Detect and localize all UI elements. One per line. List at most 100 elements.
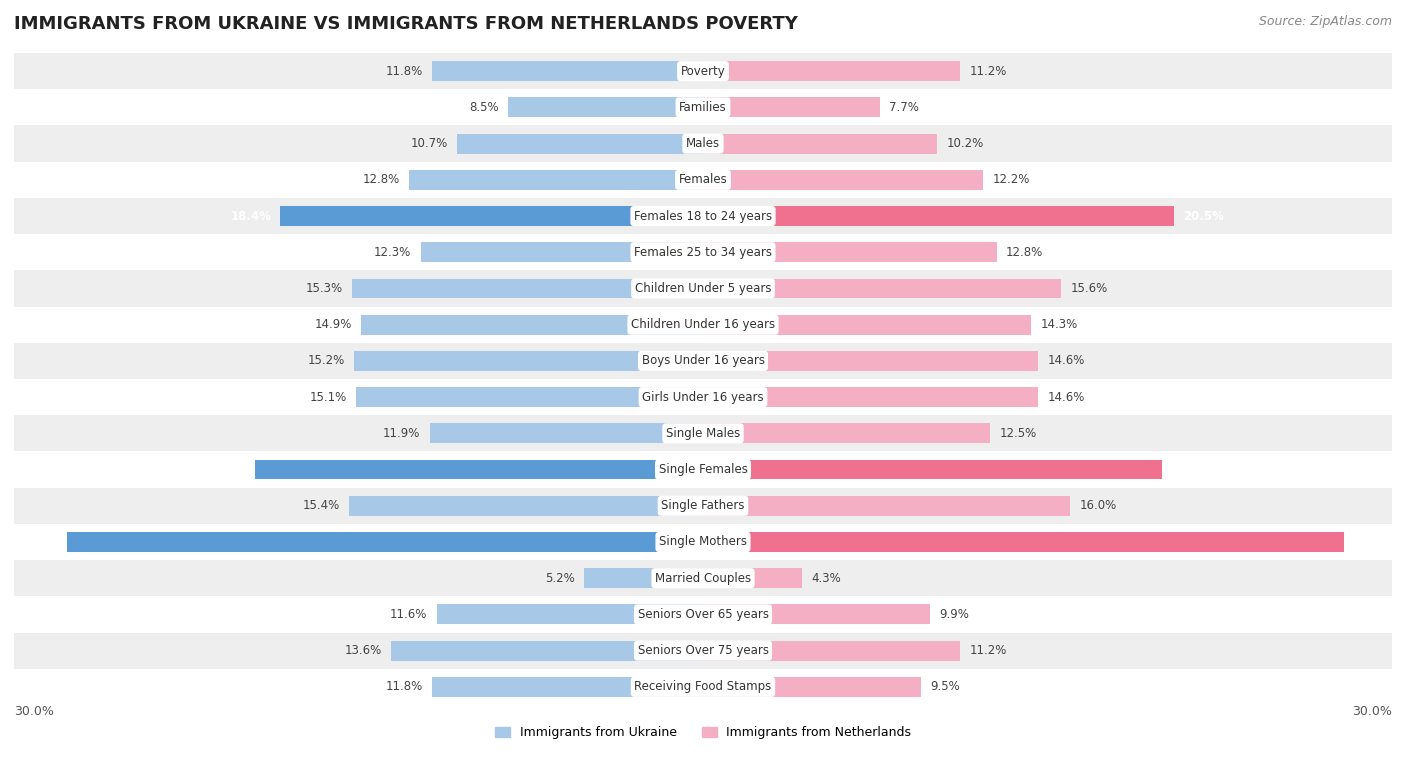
Bar	[361, 315, 703, 334]
Bar	[14, 560, 1392, 597]
Text: 12.8%: 12.8%	[363, 174, 399, 186]
Bar	[430, 424, 703, 443]
Bar	[67, 532, 703, 552]
Text: 18.4%: 18.4%	[231, 209, 271, 223]
Bar	[14, 126, 1392, 161]
Text: IMMIGRANTS FROM UKRAINE VS IMMIGRANTS FROM NETHERLANDS POVERTY: IMMIGRANTS FROM UKRAINE VS IMMIGRANTS FR…	[14, 15, 799, 33]
Text: 9.5%: 9.5%	[931, 681, 960, 694]
Text: 11.2%: 11.2%	[969, 64, 1007, 77]
Text: Girls Under 16 years: Girls Under 16 years	[643, 390, 763, 403]
Text: Receiving Food Stamps: Receiving Food Stamps	[634, 681, 772, 694]
Text: 5.2%: 5.2%	[544, 572, 575, 584]
Bar	[356, 387, 703, 407]
Bar	[14, 343, 1392, 379]
Text: Seniors Over 75 years: Seniors Over 75 years	[637, 644, 769, 657]
Text: 11.6%: 11.6%	[389, 608, 427, 621]
Bar	[703, 98, 880, 117]
Text: Males: Males	[686, 137, 720, 150]
Text: 14.9%: 14.9%	[315, 318, 352, 331]
Bar	[457, 133, 703, 154]
Bar	[703, 351, 1038, 371]
Text: 14.6%: 14.6%	[1047, 355, 1085, 368]
Bar	[703, 604, 931, 625]
Bar	[703, 677, 921, 697]
Text: Single Fathers: Single Fathers	[661, 500, 745, 512]
Text: Boys Under 16 years: Boys Under 16 years	[641, 355, 765, 368]
Bar	[14, 53, 1392, 89]
Text: 27.7%: 27.7%	[17, 535, 58, 549]
Text: 9.9%: 9.9%	[939, 608, 969, 621]
Text: 12.5%: 12.5%	[1000, 427, 1036, 440]
Text: 11.2%: 11.2%	[969, 644, 1007, 657]
Text: Seniors Over 65 years: Seniors Over 65 years	[637, 608, 769, 621]
Text: 12.2%: 12.2%	[993, 174, 1029, 186]
Text: 13.6%: 13.6%	[344, 644, 381, 657]
Bar	[437, 604, 703, 625]
Text: 15.2%: 15.2%	[308, 355, 344, 368]
Bar	[703, 568, 801, 588]
Bar	[14, 452, 1392, 487]
Bar	[352, 278, 703, 299]
Bar	[508, 98, 703, 117]
Bar	[703, 532, 1344, 552]
Text: Females: Females	[679, 174, 727, 186]
Bar	[14, 597, 1392, 632]
Text: 15.4%: 15.4%	[302, 500, 340, 512]
Bar	[703, 61, 960, 81]
Bar	[14, 161, 1392, 198]
Text: 14.6%: 14.6%	[1047, 390, 1085, 403]
Bar	[432, 677, 703, 697]
Text: 14.3%: 14.3%	[1040, 318, 1078, 331]
Bar	[703, 133, 938, 154]
Text: 11.9%: 11.9%	[384, 427, 420, 440]
Bar	[703, 387, 1038, 407]
Bar	[703, 496, 1070, 515]
Bar	[14, 632, 1392, 669]
Text: 12.8%: 12.8%	[1007, 246, 1043, 258]
Bar	[703, 424, 990, 443]
Text: 20.0%: 20.0%	[1171, 463, 1212, 476]
Text: Females 18 to 24 years: Females 18 to 24 years	[634, 209, 772, 223]
Bar	[14, 271, 1392, 306]
Text: Single Mothers: Single Mothers	[659, 535, 747, 549]
Bar	[703, 206, 1174, 226]
Bar	[14, 234, 1392, 271]
Bar	[14, 669, 1392, 705]
Text: 16.0%: 16.0%	[1080, 500, 1116, 512]
Text: 30.0%: 30.0%	[14, 705, 53, 718]
Text: 19.5%: 19.5%	[205, 463, 246, 476]
Bar	[280, 206, 703, 226]
Text: Children Under 5 years: Children Under 5 years	[634, 282, 772, 295]
Text: Married Couples: Married Couples	[655, 572, 751, 584]
Bar	[703, 459, 1163, 480]
Text: 15.1%: 15.1%	[309, 390, 347, 403]
Text: Females 25 to 34 years: Females 25 to 34 years	[634, 246, 772, 258]
Bar	[703, 641, 960, 660]
Bar	[14, 524, 1392, 560]
Text: Single Males: Single Males	[666, 427, 740, 440]
Bar	[703, 170, 983, 190]
Text: Poverty: Poverty	[681, 64, 725, 77]
Text: 30.0%: 30.0%	[1353, 705, 1392, 718]
Text: 11.8%: 11.8%	[385, 64, 423, 77]
Text: 15.6%: 15.6%	[1070, 282, 1108, 295]
Text: 10.7%: 10.7%	[411, 137, 449, 150]
Bar	[703, 278, 1062, 299]
Bar	[14, 306, 1392, 343]
Text: 15.3%: 15.3%	[305, 282, 343, 295]
Bar	[354, 351, 703, 371]
Bar	[14, 89, 1392, 126]
Bar	[409, 170, 703, 190]
Bar	[703, 315, 1032, 334]
Text: 4.3%: 4.3%	[811, 572, 841, 584]
Text: 11.8%: 11.8%	[385, 681, 423, 694]
Text: 20.5%: 20.5%	[1182, 209, 1223, 223]
Text: Source: ZipAtlas.com: Source: ZipAtlas.com	[1258, 15, 1392, 28]
Text: 12.3%: 12.3%	[374, 246, 412, 258]
Text: Children Under 16 years: Children Under 16 years	[631, 318, 775, 331]
Text: Families: Families	[679, 101, 727, 114]
Text: 8.5%: 8.5%	[470, 101, 499, 114]
Bar	[432, 61, 703, 81]
Legend: Immigrants from Ukraine, Immigrants from Netherlands: Immigrants from Ukraine, Immigrants from…	[489, 722, 917, 744]
Bar	[256, 459, 703, 480]
